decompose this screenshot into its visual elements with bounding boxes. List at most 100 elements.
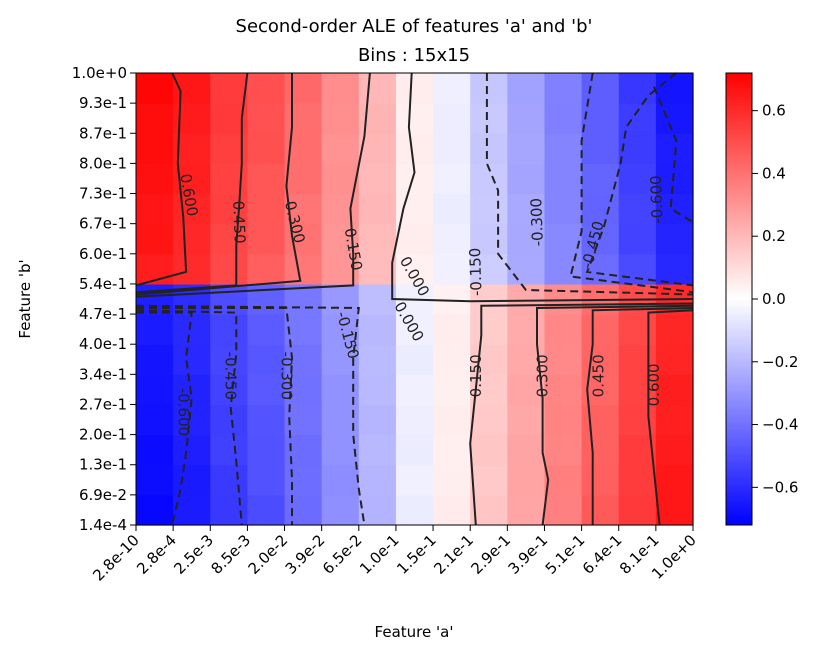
contour-label: -0.450 [222,352,240,400]
heatmap-cell [395,344,434,375]
heatmap-cell [581,223,620,255]
heatmap-cell [507,223,546,255]
heatmap-cell [655,73,694,104]
heatmap-cell [655,314,694,345]
contour-line [135,304,366,526]
heatmap-cell [544,133,583,164]
heatmap-cell [247,133,286,164]
heatmap-cell [321,464,360,496]
colorbar-tick-label: −0.2 [762,353,798,371]
heatmap-cell [395,73,434,104]
heatmap-cell [284,494,323,526]
heatmap-cell [247,494,286,526]
heatmap-cell [321,163,360,195]
heatmap-cell [395,103,434,134]
heatmap-cell [284,464,323,496]
heatmap-cell [581,464,620,496]
heatmap-cell [247,464,286,496]
colorbar-tick-label: −0.4 [762,416,798,434]
heatmap-cell [395,464,434,496]
contour-line [569,72,694,294]
y-tick-label: 2.7e-1 [79,395,127,413]
heatmap-cell [544,103,583,134]
x-tick-label: 5.1e-1 [542,531,589,578]
heatmap-cell [618,103,657,134]
heatmap-cell [507,193,546,225]
heatmap-cell [358,404,397,436]
y-tick-label: 4.7e-1 [79,305,127,323]
heatmap-cell [395,374,434,406]
heatmap-cell [247,253,286,285]
plot-frame [135,72,694,526]
heatmap-cell [247,344,286,375]
heatmap-cell [618,374,657,406]
x-tick-label: 1.5e-1 [393,531,440,578]
colorbar-tick-label: 0.0 [762,290,786,308]
heatmap-cell [507,374,546,406]
x-tick-label: 1.0e-1 [356,531,403,578]
heatmap-cell [544,253,583,285]
contour-lines [135,72,694,526]
heatmap-cell [358,133,397,164]
heatmap-cell [173,193,211,225]
x-tick-label: 2.1e-1 [430,531,477,578]
heatmap-cell [173,494,211,526]
contour-line [469,302,694,526]
y-axis-label: Feature 'b' [16,259,34,338]
heatmap-cell [358,464,397,496]
heatmap-cell [433,344,471,375]
heatmap-cell [210,283,248,315]
heatmap-cell [358,253,397,285]
heatmap-cell [210,344,248,375]
heatmap-cell [284,73,323,104]
heatmap-cell [136,103,174,134]
heatmap-cell [247,103,286,134]
heatmap-cell [395,434,434,466]
y-tick-label: 1.4e-4 [79,516,127,534]
x-tick-label: 6.4e-1 [579,531,626,578]
heatmap-cell [507,314,546,345]
heatmap-cell [544,344,583,375]
heatmap-cell [284,163,323,195]
heatmap-cell [470,73,508,104]
heatmap-cell [507,253,546,285]
contour-line [135,309,243,526]
heatmap-cell [544,193,583,225]
heatmap-cell [618,73,657,104]
heatmap-cell [321,314,360,345]
heatmap-cell [136,464,174,496]
heatmap-cell [173,404,211,436]
heatmap-cell [358,374,397,406]
heatmap-cell [395,133,434,164]
heatmap-cell [210,374,248,406]
x-tick-label: 2.5e-3 [170,531,217,578]
heatmap-cell [358,223,397,255]
heatmap-cell [581,404,620,436]
heatmap-cell [136,314,174,345]
contour-label: 0.300 [534,354,552,397]
heatmap-cell [358,344,397,375]
heatmap-cell [655,253,694,285]
x-tick-label: 2.0e-2 [245,531,292,578]
heatmap-cell [618,494,657,526]
heatmap-cell [507,494,546,526]
contour-line [135,73,302,296]
heatmap-cell [544,163,583,195]
heatmap-cell [395,314,434,345]
heatmap-cell [618,314,657,345]
heatmap-cell [433,73,471,104]
heatmap-cell [618,223,657,255]
x-tick-label: 2.9e-1 [467,531,514,578]
heatmap-cell [655,103,694,134]
x-axis-ticks: 2.8e-102.8e-42.5e-38.5e-32.0e-23.9e-26.5… [89,525,700,585]
heatmap-cell [210,404,248,436]
contour-line [586,307,694,525]
heatmap-cell [247,374,286,406]
heatmap-cell [655,404,694,436]
heatmap-cell [136,133,174,164]
y-tick-label: 6.9e-2 [79,486,127,504]
heatmap-cell [433,404,471,436]
y-tick-label: 6.0e-1 [79,245,127,263]
